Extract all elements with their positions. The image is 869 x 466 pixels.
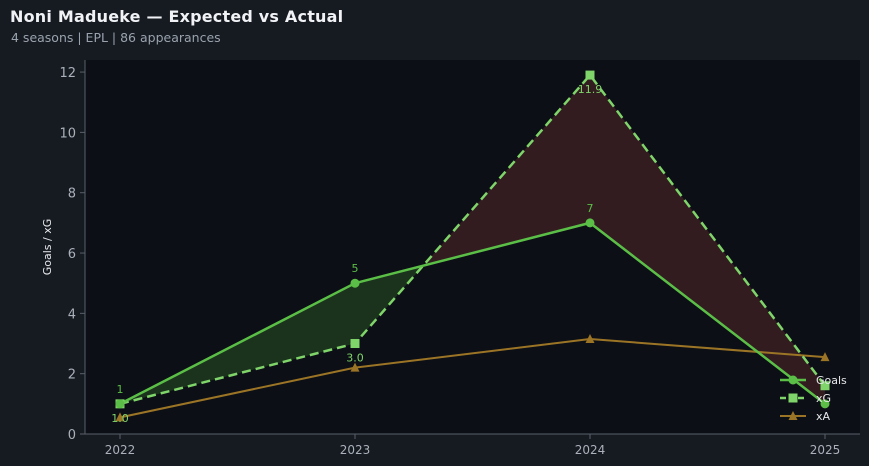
data-point-goals	[115, 399, 125, 409]
data-point-xa	[115, 412, 125, 422]
y-tick-label: 4	[68, 307, 76, 322]
series-line-xa	[119, 337, 826, 419]
legend-label-xg: xG	[816, 392, 831, 405]
data-point-xg	[585, 70, 595, 80]
data-point-goals	[350, 278, 360, 288]
fill-xg-above-goals	[590, 75, 825, 404]
y-tick-label: 6	[68, 247, 76, 262]
data-point-goals	[820, 399, 830, 409]
data-point-xg	[820, 381, 830, 391]
y-axis-label: Goals / xG	[41, 219, 54, 276]
legend-marker-goals	[788, 375, 798, 385]
data-label-goals: 5	[352, 262, 359, 275]
x-tick-label: 2022	[105, 443, 136, 457]
x-tick-label: 2024	[575, 443, 606, 457]
legend: Goals xG xA	[780, 374, 847, 423]
data-label-xg: 3.0	[346, 352, 364, 365]
data-label-xg: 11.9	[578, 83, 603, 96]
series-line-goals	[119, 221, 826, 405]
legend-label-xa: xA	[816, 410, 831, 423]
data-point-xa	[820, 352, 830, 362]
legend-label-goals: Goals	[816, 374, 847, 387]
legend-marker-xg	[788, 393, 798, 403]
data-point-xg	[350, 339, 360, 349]
data-point-xa	[350, 362, 360, 372]
y-tick-label: 10	[59, 126, 76, 141]
chart-subtitle: 4 seasons | EPL | 86 appearances	[11, 30, 221, 45]
x-tick-label: 2025	[810, 443, 841, 457]
data-point-xa	[585, 333, 595, 343]
data-point-goals	[585, 218, 595, 228]
series-line-xg	[119, 73, 826, 406]
x-tick-label: 2023	[340, 443, 371, 457]
legend-marker-xa	[788, 411, 798, 420]
chart-title: Noni Madueke — Expected vs Actual	[10, 7, 344, 26]
data-label-xg: 1.0	[111, 412, 129, 425]
y-tick-label: 0	[68, 428, 76, 443]
data-label-goals: 1	[117, 383, 124, 396]
y-tick-label: 8	[68, 187, 76, 202]
y-tick-label: 12	[59, 66, 76, 81]
data-label-goals: 7	[587, 202, 594, 215]
y-tick-label: 2	[68, 368, 76, 383]
